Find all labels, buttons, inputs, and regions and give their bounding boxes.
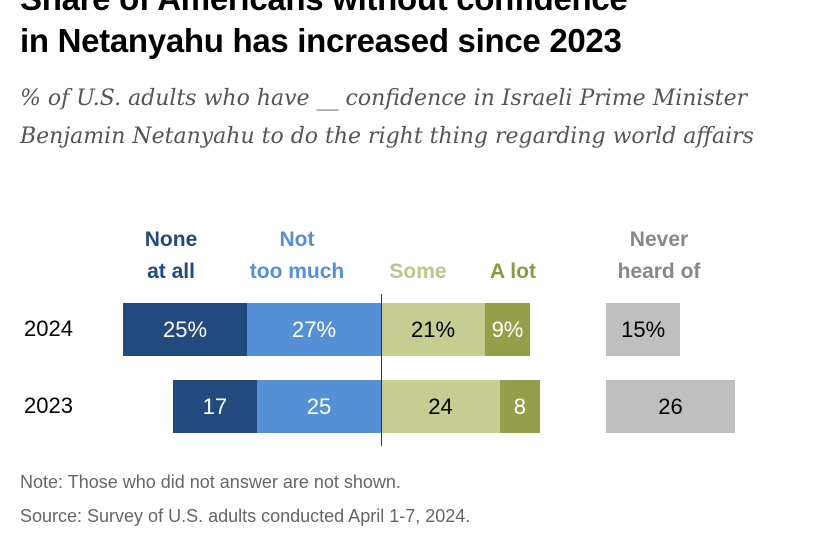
legend-label-line: None (144, 228, 198, 251)
legend-item-none-at-all: None at all (145, 224, 198, 288)
zero-axis-line (381, 294, 382, 446)
bar-a-lot-2023: 8 (500, 380, 540, 433)
bar-some-2023: 24 (381, 380, 501, 433)
data-label: 21% (411, 316, 456, 342)
chart-subtitle: % of U.S. adults who have __ confidence … (20, 86, 754, 149)
legend-label-line (389, 224, 446, 256)
legend-item-not-too-much: Not too much (250, 224, 345, 288)
category-label: 2023 (24, 393, 73, 418)
category-label: 2024 (24, 316, 73, 341)
source-text: Source: Survey of U.S. adults conducted … (20, 506, 471, 526)
data-label: 17 (202, 393, 228, 419)
bar-not-too-much-2023: 25 (257, 380, 381, 433)
legend-label-line: at all (147, 260, 195, 283)
data-label: 15% (621, 316, 666, 342)
legend-item-a-lot: A lot (490, 224, 536, 288)
data-label: 25 (306, 393, 332, 419)
data-label: 27% (292, 316, 337, 342)
bar-never-heard-of-2024: 15% (606, 303, 681, 356)
bar-a-lot-2024: 9% (485, 303, 530, 356)
data-label: 24 (428, 393, 453, 419)
legend-label-line: too much (249, 260, 345, 283)
note-text: Note: Those who did not answer are not s… (20, 472, 401, 492)
chart-title-line2: in Netanyahu has increased since 2023 (20, 22, 622, 59)
legend-label-line: Not (279, 228, 315, 251)
chart-title-line1: Share of Americans without confidence (20, 0, 628, 18)
data-label: 8 (513, 393, 526, 419)
bar-not-too-much-2024: 27% (247, 303, 381, 356)
legend-label-line: Never (629, 228, 689, 251)
legend-label-line (490, 224, 536, 256)
legend-label-line: heard of (617, 260, 701, 283)
bar-never-heard-of-2023: 26 (606, 380, 735, 433)
legend-item-some: Some (389, 224, 446, 288)
legend-item-never-heard-of: Never heard of (618, 224, 701, 288)
bar-none-at-all-2023: 17 (172, 380, 257, 433)
legend-label-line: Some (389, 260, 447, 283)
data-label: 25% (163, 316, 208, 342)
bar-some-2024: 21% (381, 303, 486, 356)
data-label: 9% (491, 316, 524, 342)
bar-none-at-all-2024: 25% (123, 303, 248, 356)
data-label: 26 (658, 393, 683, 419)
legend-label-line: A lot (490, 260, 536, 283)
